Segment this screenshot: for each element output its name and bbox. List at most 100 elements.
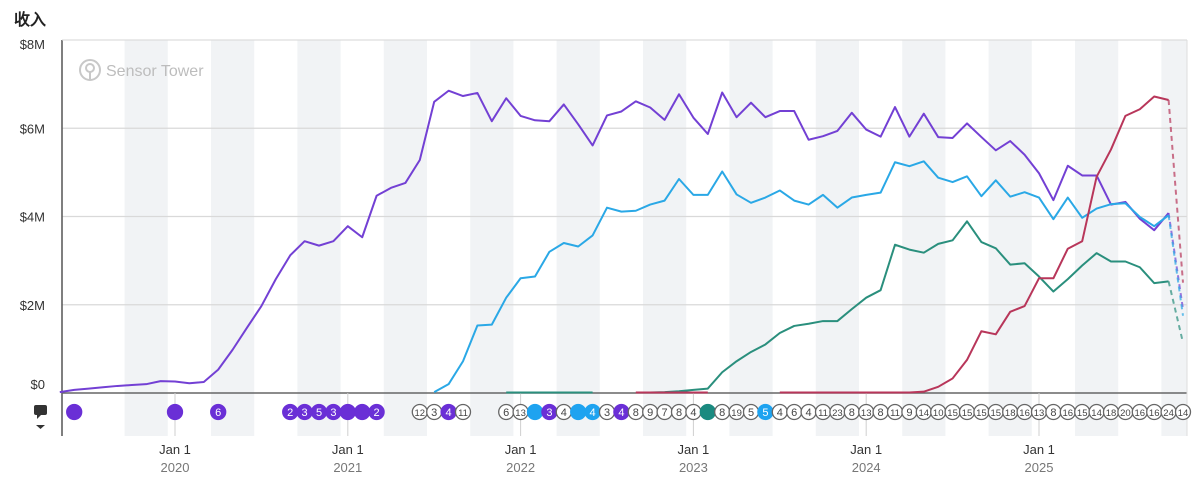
x-tick-year: 2024 [852, 460, 881, 475]
annotation-marker[interactable]: 15 [987, 403, 1004, 421]
annotation-marker[interactable]: 3 [541, 403, 558, 421]
annotation-count: 16 [1149, 408, 1160, 419]
annotation-marker[interactable]: 19 [728, 403, 745, 421]
annotation-count: 5 [316, 407, 322, 419]
annotation-count: 8 [719, 407, 725, 419]
annotation-marker[interactable]: 8 [843, 403, 860, 421]
annotation-marker[interactable]: 16 [1146, 403, 1163, 421]
annotation-marker[interactable]: 14 [1088, 403, 1105, 421]
annotation-marker[interactable]: 8 [872, 403, 889, 421]
annotation-marker[interactable]: 11 [454, 403, 472, 421]
annotation-count: 5 [748, 407, 754, 419]
annotation-marker[interactable]: 15 [944, 403, 961, 421]
quarter-band [729, 40, 773, 436]
annotation-marker[interactable]: 7 [656, 403, 673, 421]
annotation-marker[interactable]: 11 [814, 403, 832, 421]
quarter-band [1161, 40, 1187, 436]
annotation-marker[interactable] [166, 403, 184, 421]
chevron-down-icon[interactable] [36, 425, 45, 429]
annotation-marker[interactable]: 4 [800, 403, 817, 421]
annotation-marker[interactable]: 4 [613, 403, 630, 421]
quarter-band [211, 40, 255, 436]
annotation-count: 4 [806, 407, 812, 419]
annotation-count: 13 [861, 408, 872, 419]
annotation-count: 8 [1050, 407, 1056, 419]
annotation-marker[interactable]: 13 [1030, 403, 1048, 421]
annotation-marker[interactable]: 16 [1131, 403, 1148, 421]
annotation-marker[interactable]: 2 [368, 403, 385, 421]
annotation-marker[interactable]: 23 [829, 403, 846, 421]
annotation-marker[interactable]: 6 [210, 403, 227, 421]
annotation-marker[interactable]: 15 [958, 403, 976, 421]
x-tick-year: 2025 [1025, 460, 1054, 475]
annotation-marker[interactable]: 4 [771, 403, 788, 421]
annotation-count: 16 [1063, 408, 1074, 419]
quarter-band [383, 40, 427, 436]
annotation-count: 15 [991, 408, 1002, 419]
annotation-marker[interactable]: 10 [930, 403, 947, 421]
annotation-marker[interactable]: 5 [310, 403, 328, 421]
annotation-count: 2 [287, 407, 293, 419]
annotation-marker[interactable]: 8 [627, 403, 644, 421]
x-tick-label: Jan 1 [677, 442, 709, 457]
x-tick-label: Jan 1 [505, 442, 537, 457]
annotation-marker[interactable]: 8 [1045, 403, 1062, 421]
annotation-marker[interactable]: 2 [282, 403, 299, 421]
annotations-toggle-icon[interactable] [34, 405, 47, 419]
annotation-marker[interactable]: 11 [886, 403, 904, 421]
annotation-marker[interactable]: 3 [598, 403, 616, 421]
annotation-marker[interactable]: 13 [512, 403, 529, 421]
x-tick-label: Jan 1 [332, 442, 364, 457]
annotation-marker[interactable]: 15 [973, 403, 990, 421]
annotation-count: 13 [515, 408, 526, 419]
annotation-marker[interactable]: 9 [901, 403, 918, 421]
annotation-count: 20 [1120, 408, 1131, 419]
annotation-marker[interactable]: 15 [1074, 403, 1091, 421]
annotation-marker[interactable]: 14 [1174, 403, 1192, 421]
annotation-marker[interactable]: 5 [757, 403, 774, 421]
annotation-marker[interactable]: 4 [555, 403, 572, 421]
annotation-marker[interactable]: 4 [685, 403, 702, 421]
annotation-marker[interactable] [339, 403, 356, 421]
quarter-band [643, 40, 687, 436]
annotation-marker[interactable]: 3 [296, 403, 313, 421]
annotation-marker[interactable]: 12 [411, 403, 428, 421]
annotation-marker[interactable]: 4 [440, 403, 457, 421]
annotation-marker[interactable] [66, 403, 83, 421]
annotation-marker[interactable] [699, 403, 716, 421]
annotation-marker[interactable]: 24 [1160, 403, 1177, 421]
annotation-marker[interactable]: 8 [714, 403, 731, 421]
x-tick-label: Jan 1 [159, 442, 191, 457]
annotation-count: 11 [818, 408, 828, 419]
annotation-count: 12 [415, 408, 426, 419]
x-tick-label: Jan 1 [1023, 442, 1055, 457]
annotation-marker[interactable]: 9 [642, 403, 659, 421]
annotation-marker[interactable] [570, 403, 587, 421]
annotation-count: 3 [604, 407, 610, 419]
annotation-marker[interactable]: 16 [1016, 403, 1033, 421]
annotation-marker[interactable]: 18 [1002, 403, 1019, 421]
quarter-band [1075, 40, 1119, 436]
annotation-marker[interactable]: 13 [858, 403, 875, 421]
annotation-marker[interactable]: 18 [1102, 403, 1120, 421]
annotation-count: 4 [561, 407, 567, 419]
annotation-marker[interactable]: 5 [742, 403, 760, 421]
annotation-marker[interactable]: 14 [915, 403, 932, 421]
annotation-marker[interactable]: 6 [498, 403, 515, 421]
annotation-count: 6 [791, 407, 797, 419]
annotation-count: 14 [1091, 408, 1102, 419]
annotation-count: 24 [1163, 408, 1174, 419]
annotation-count: 6 [503, 407, 509, 419]
annotation-count: 3 [302, 407, 308, 419]
annotation-marker[interactable]: 8 [670, 403, 688, 421]
annotation-marker[interactable]: 6 [786, 403, 803, 421]
annotation-marker[interactable] [354, 403, 371, 421]
annotation-count: 3 [330, 407, 336, 419]
annotation-marker[interactable]: 16 [1059, 403, 1076, 421]
annotation-marker[interactable] [526, 403, 544, 421]
annotation-marker[interactable]: 3 [325, 403, 342, 421]
annotation-marker[interactable]: 3 [426, 403, 443, 421]
annotation-marker[interactable]: 20 [1117, 403, 1134, 421]
annotation-marker[interactable]: 4 [584, 403, 601, 421]
